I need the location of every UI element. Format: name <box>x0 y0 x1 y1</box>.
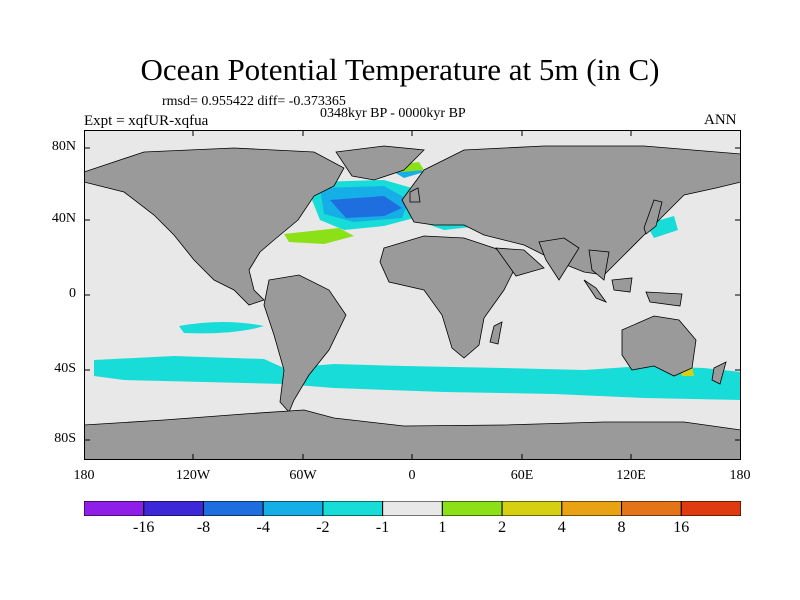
southeast-asia-landmass <box>588 249 610 281</box>
new-guinea-landmass <box>645 291 683 307</box>
lat-label-80s: 80S <box>54 431 76 446</box>
kuroshio-cool-patch <box>646 216 678 238</box>
lon-label-180-east: 180 <box>729 468 751 483</box>
greenland-landmass <box>335 145 425 181</box>
north-atlantic-deep-blue-core <box>330 196 402 218</box>
colorbar-label: 16 <box>673 519 690 536</box>
colorbar-swatch <box>621 501 682 516</box>
japan-landmass <box>643 199 663 235</box>
borneo-landmass <box>611 277 633 293</box>
period-text: 0348kyr BP - 0000kyr BP <box>320 106 466 121</box>
colorbar-swatch <box>382 501 443 516</box>
arabia-landmass <box>495 247 545 277</box>
south-america-landmass <box>263 274 347 413</box>
colorbar-swatch <box>501 501 563 516</box>
colorbar-swatch <box>262 501 324 516</box>
lon-label-120e: 120E <box>616 468 646 483</box>
southern-ocean-cool-band <box>94 356 741 400</box>
africa-landmass <box>379 235 520 359</box>
lat-label-80n: 80N <box>51 139 76 154</box>
colorbar-swatch <box>322 501 384 516</box>
mid-atlantic-warm-patch <box>284 228 354 244</box>
colorbar-label: -16 <box>133 519 155 536</box>
colorbar-label: 2 <box>498 519 507 536</box>
colorbar-label: -8 <box>196 519 211 536</box>
land-masses <box>84 145 741 460</box>
lon-label-60w: 60W <box>289 468 317 483</box>
lon-label-120w: 120W <box>175 468 211 483</box>
lat-label-equator: 0 <box>69 286 76 301</box>
colorbar-label: -2 <box>316 519 330 536</box>
new-zealand-landmass <box>711 361 727 385</box>
colorbar-swatch <box>680 501 741 516</box>
lon-label-180-west: 180 <box>73 468 95 483</box>
lat-label-40n: 40N <box>51 211 76 226</box>
antarctica-landmass <box>84 409 741 460</box>
sumatra-landmass <box>583 279 608 303</box>
colorbar-label: 1 <box>438 519 447 536</box>
world-map <box>84 130 741 460</box>
uk-landmass <box>409 187 421 203</box>
colorbar-label: 8 <box>617 519 626 536</box>
experiment-text: Expt = xqfUR-xqfua <box>84 113 209 129</box>
colorbar-label: 4 <box>557 519 566 536</box>
lon-label-0: 0 <box>408 468 416 483</box>
north-america-landmass <box>84 147 345 306</box>
lat-label-40s: 40S <box>54 361 76 376</box>
map-title: Ocean Potential Temperature at 5m (in C) <box>140 52 660 87</box>
india-landmass <box>538 237 580 281</box>
colorbar-swatch <box>441 501 503 516</box>
season-text: ANN <box>704 112 737 128</box>
lon-label-60e: 60E <box>510 468 534 483</box>
map-ticks <box>84 130 741 460</box>
colorbar-swatch <box>143 501 204 516</box>
colorbar-label: -1 <box>375 519 390 536</box>
eurasia-landmass <box>401 145 741 276</box>
statistics-text: rmsd= 0.955422 diff= -0.373365 <box>162 94 346 109</box>
colorbar-label: -4 <box>256 519 270 536</box>
colorbar <box>84 501 741 516</box>
madagascar-landmass <box>489 321 503 345</box>
colorbar-swatch <box>561 501 623 516</box>
south-atlantic-cool-patch <box>179 322 264 334</box>
colorbar-swatch <box>202 501 264 516</box>
australia-landmass <box>621 315 697 377</box>
colorbar-swatch <box>84 501 145 516</box>
